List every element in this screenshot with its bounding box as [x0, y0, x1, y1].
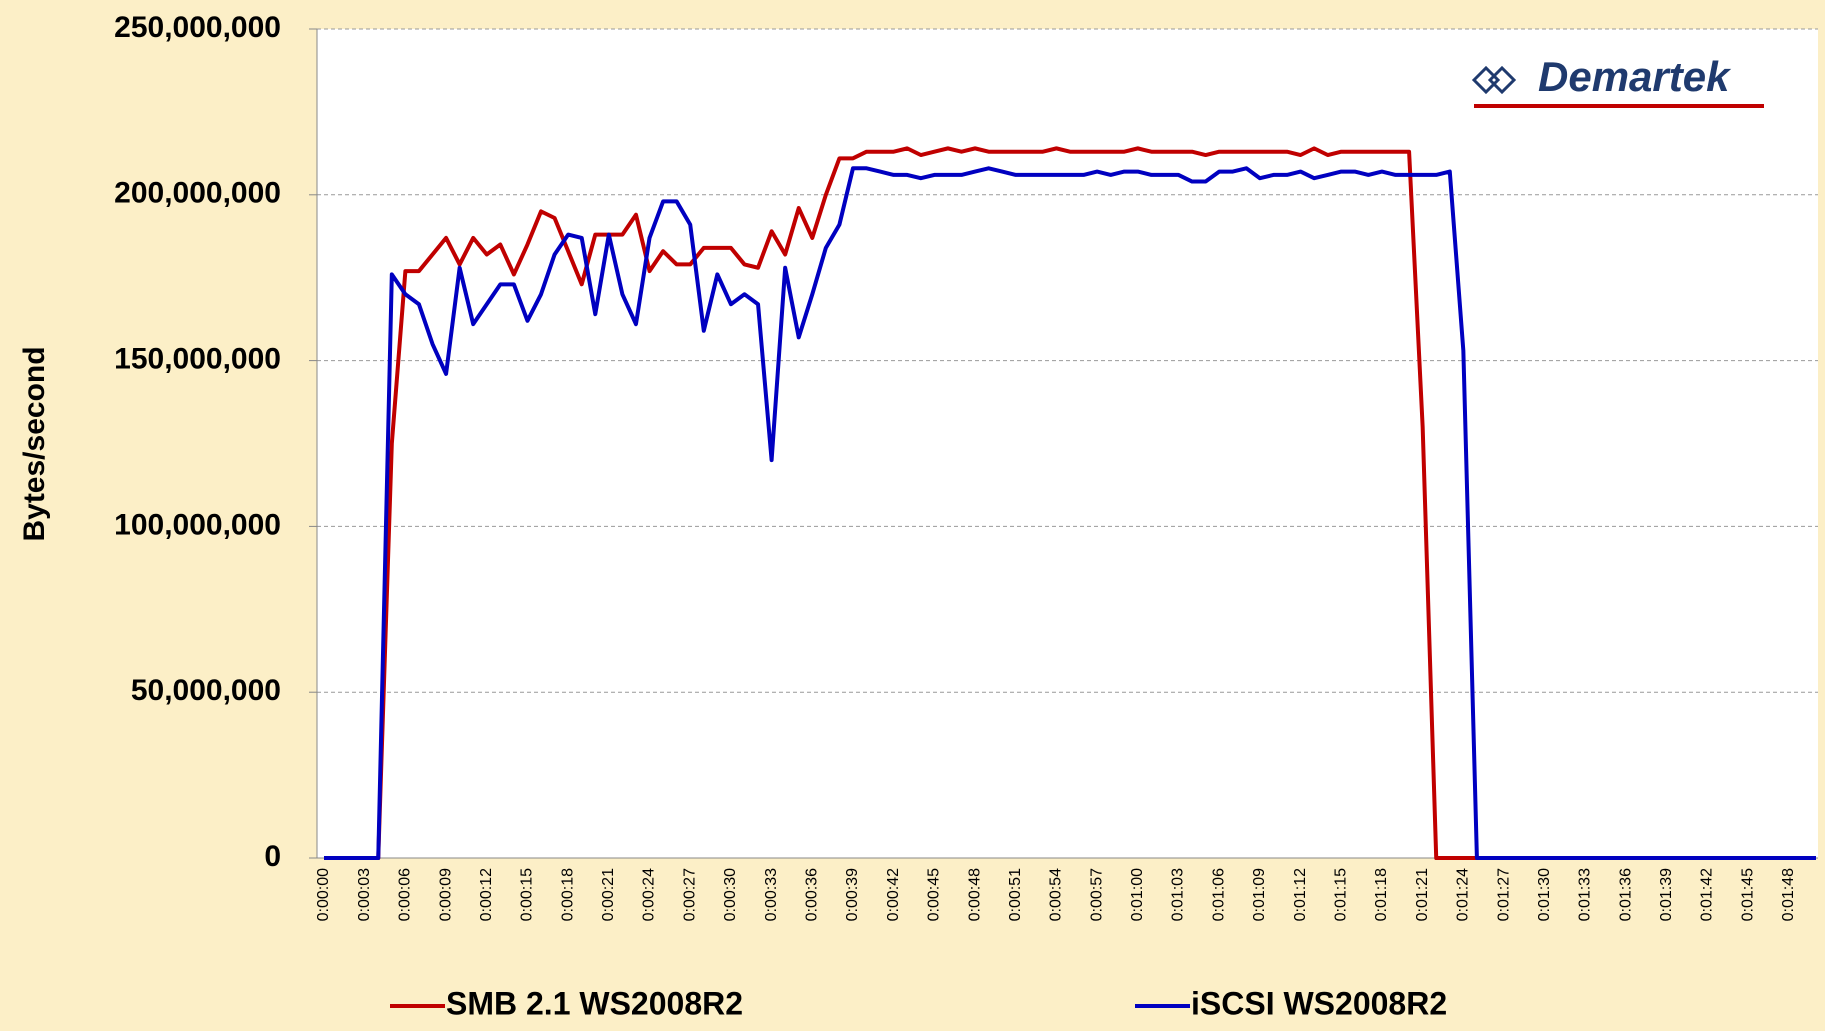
x-tick-label: 0:01:06 — [1210, 868, 1227, 921]
x-tick-label: 0:01:42 — [1699, 868, 1716, 921]
x-tick-label: 0:01:45 — [1739, 868, 1756, 921]
y-tick-label: 0 — [264, 840, 281, 873]
x-tick-label: 0:00:06 — [397, 868, 414, 921]
y-tick-label: 150,000,000 — [114, 343, 281, 376]
logo-icon — [1471, 65, 1517, 95]
x-tick-label: 0:01:12 — [1292, 868, 1309, 921]
legend-label: iSCSI WS2008R2 — [1191, 985, 1447, 1021]
x-tick-label: 0:00:39 — [844, 868, 861, 921]
logo-text: Demartek — [1538, 53, 1732, 100]
x-tick-label: 0:00:42 — [885, 868, 902, 921]
x-tick-label: 0:00:03 — [356, 868, 373, 921]
x-tick-label: 0:01:18 — [1373, 868, 1390, 921]
logo-underline — [1474, 104, 1764, 108]
x-tick-label: 0:00:33 — [763, 868, 780, 921]
y-tick-label: 250,000,000 — [114, 11, 281, 44]
x-tick-label: 0:01:39 — [1658, 868, 1675, 921]
y-axis-title: Bytes/second — [18, 346, 51, 541]
x-tick-label: 0:00:57 — [1088, 868, 1105, 921]
x-tick-label: 0:01:48 — [1780, 868, 1797, 921]
x-tick-label: 0:00:00 — [315, 868, 332, 921]
x-tick-label: 0:00:12 — [478, 868, 495, 921]
x-tick-label: 0:00:15 — [519, 868, 536, 921]
x-tick-label: 0:01:27 — [1495, 868, 1512, 921]
x-tick-label: 0:01:09 — [1251, 868, 1268, 921]
x-tick-label: 0:00:48 — [966, 868, 983, 921]
x-tick-label: 0:01:24 — [1455, 868, 1472, 921]
plot-area — [317, 29, 1818, 858]
x-tick-label: 0:00:54 — [1048, 868, 1065, 921]
y-tick-label: 50,000,000 — [131, 674, 281, 707]
x-tick-label: 0:00:18 — [559, 868, 576, 921]
legend-label: SMB 2.1 WS2008R2 — [446, 985, 743, 1021]
y-tick-label: 200,000,000 — [114, 177, 281, 210]
x-tick-label: 0:00:09 — [437, 868, 454, 921]
x-tick-label: 0:01:00 — [1129, 868, 1146, 921]
x-tick-label: 0:01:15 — [1332, 868, 1349, 921]
x-tick-label: 0:00:27 — [681, 868, 698, 921]
x-tick-label: 0:01:03 — [1170, 868, 1187, 921]
x-tick-label: 0:01:36 — [1617, 868, 1634, 921]
y-tick-label: 100,000,000 — [114, 508, 281, 541]
series-line — [324, 166, 1816, 860]
x-tick-label: 0:01:21 — [1414, 868, 1431, 921]
x-tick-label: 0:00:51 — [1007, 868, 1024, 921]
x-tick-label: 0:00:24 — [641, 868, 658, 921]
logo: Demartek — [1471, 53, 1764, 108]
x-tick-label: 0:01:30 — [1536, 868, 1553, 921]
x-tick-label: 0:00:30 — [722, 868, 739, 921]
x-tick-label: 0:00:45 — [926, 868, 943, 921]
x-tick-label: 0:00:21 — [600, 868, 617, 921]
x-tick-label: 0:00:36 — [804, 868, 821, 921]
x-tick-label: 0:01:33 — [1577, 868, 1594, 921]
